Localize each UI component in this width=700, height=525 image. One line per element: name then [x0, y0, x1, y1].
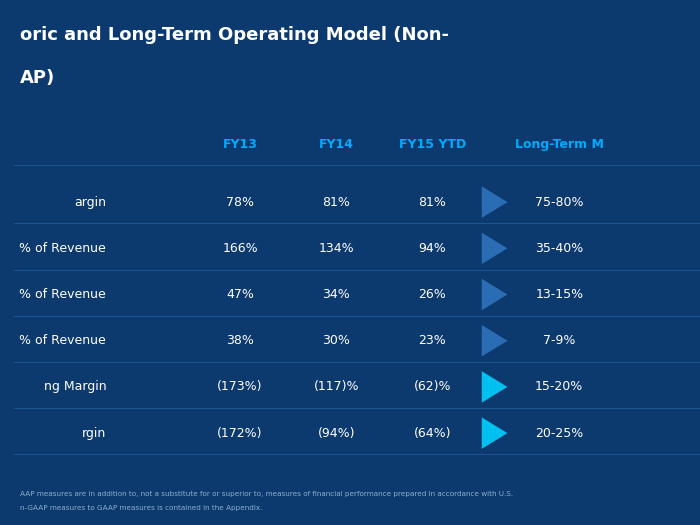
Text: (172%): (172%) [217, 427, 262, 439]
Text: 34%: 34% [322, 288, 350, 301]
Text: AAP measures are in addition to, not a substitute for or superior to, measures o: AAP measures are in addition to, not a s… [20, 491, 514, 497]
Text: (173%): (173%) [217, 381, 262, 393]
Text: 134%: 134% [318, 242, 354, 255]
Text: 81%: 81% [419, 196, 446, 208]
Text: oric and Long-Term Operating Model (Non-: oric and Long-Term Operating Model (Non- [20, 26, 449, 44]
Text: % of Revenue: % of Revenue [20, 242, 106, 255]
Text: 166%: 166% [222, 242, 258, 255]
Polygon shape [482, 233, 508, 264]
Text: 75-80%: 75-80% [535, 196, 584, 208]
Text: 94%: 94% [419, 242, 446, 255]
Polygon shape [482, 325, 508, 356]
Text: (64%): (64%) [414, 427, 451, 439]
Text: ng Margin: ng Margin [43, 381, 106, 393]
Text: 81%: 81% [322, 196, 350, 208]
Text: 47%: 47% [226, 288, 254, 301]
Text: 13-15%: 13-15% [536, 288, 583, 301]
Text: 78%: 78% [226, 196, 254, 208]
Text: 15-20%: 15-20% [535, 381, 583, 393]
Text: 30%: 30% [322, 334, 350, 347]
Text: FY15 YTD: FY15 YTD [398, 138, 466, 151]
Text: (62)%: (62)% [414, 381, 451, 393]
Text: (94%): (94%) [317, 427, 355, 439]
Text: argin: argin [74, 196, 106, 208]
Text: 23%: 23% [419, 334, 446, 347]
Text: % of Revenue: % of Revenue [20, 288, 106, 301]
Text: FY13: FY13 [223, 138, 258, 151]
Text: 7-9%: 7-9% [543, 334, 575, 347]
Text: 26%: 26% [419, 288, 446, 301]
Text: (117)%: (117)% [314, 381, 359, 393]
Polygon shape [482, 186, 508, 218]
Polygon shape [482, 371, 508, 403]
Text: 38%: 38% [226, 334, 254, 347]
Text: % of Revenue: % of Revenue [20, 334, 106, 347]
Text: 35-40%: 35-40% [535, 242, 583, 255]
Text: FY14: FY14 [318, 138, 354, 151]
Text: Long-Term M: Long-Term M [514, 138, 603, 151]
Polygon shape [482, 417, 508, 449]
Text: n-GAAP measures to GAAP measures is contained in the Appendix.: n-GAAP measures to GAAP measures is cont… [20, 505, 262, 511]
Text: AP): AP) [20, 69, 55, 87]
Polygon shape [482, 279, 508, 310]
Text: rgin: rgin [82, 427, 106, 439]
Text: 20-25%: 20-25% [535, 427, 583, 439]
